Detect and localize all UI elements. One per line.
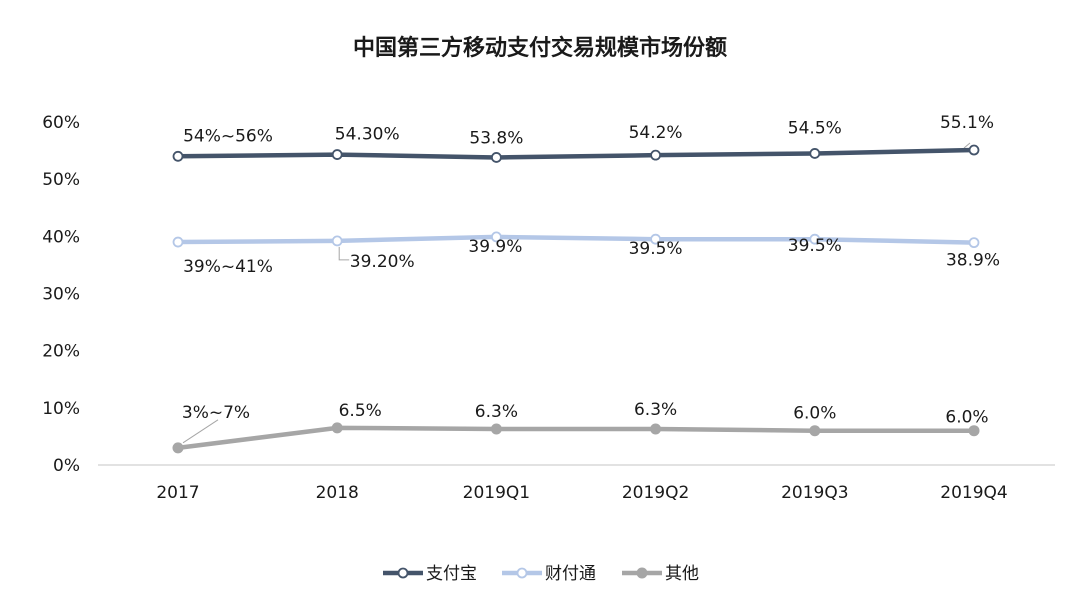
data-label-alipay: 54.2% [629,123,683,143]
data-point-tenpay [172,236,184,248]
label-leader-lines [182,142,971,444]
y-tick-label: 30% [42,285,80,305]
legend-label: 财付通 [545,564,596,584]
data-point-tenpay [809,233,821,245]
data-label-alipay: 54%~56% [183,126,273,146]
data-label-alipay: 53.8% [469,128,523,148]
data-point-alipay [650,149,661,161]
label-leader-line [963,142,971,149]
data-label-other: 6.5% [339,401,382,421]
x-tick-label: 2019Q1 [463,483,530,503]
data-label-alipay: 54.30% [335,125,400,145]
data-point-other [650,423,662,435]
data-point-alipay [331,149,343,160]
legend-item: 财付通 [502,564,596,584]
data-label-other: 6.3% [475,402,518,422]
series-line-other [175,425,977,451]
data-point-alipay [490,152,502,163]
data-point-tenpay [650,233,661,245]
label-leader-line [182,419,219,444]
x-tick-label: 2017 [156,483,199,503]
y-tick-label: 20% [42,342,80,362]
data-label-other: 3%~7% [182,403,250,423]
series-line-alipay [175,147,977,160]
y-tick-label: 0% [53,456,80,476]
legend-label: 其他 [665,564,699,584]
data-label-tenpay: 39.5% [629,239,683,259]
y-tick-label: 50% [42,170,80,190]
y-tick-label: 40% [42,227,80,247]
data-point-other [809,425,821,437]
data-label-other: 6.3% [634,400,677,420]
data-point-other [172,442,184,454]
legend-label: 支付宝 [426,564,477,584]
data-point-alipay [968,144,980,156]
series-group [172,144,980,454]
data-point-tenpay [331,235,343,247]
x-tick-label: 2019Q3 [781,483,848,503]
legend-item: 支付宝 [383,564,477,584]
data-label-tenpay: 38.9% [946,251,1000,271]
series-line-tenpay [175,234,977,245]
data-label-tenpay: 39.9% [468,237,522,257]
data-point-tenpay [490,231,502,243]
data-point-other [331,422,343,434]
data-point-alipay [172,150,184,162]
legend-item: 其他 [622,564,699,584]
x-tick-label: 2018 [316,483,359,503]
x-tick-label: 2019Q2 [622,483,689,503]
data-label-tenpay: 39%~41% [183,257,273,277]
label-leader-line [338,246,350,261]
data-label-other: 6.0% [945,408,988,428]
data-label-alipay: 55.1% [940,113,994,133]
legend-swatch-marker [397,567,409,579]
x-tick-label: 2019Q4 [940,483,1007,503]
y-axis: 0% 10% 20% 30% 40% 50% 60% [42,113,80,476]
data-point-other [490,423,502,435]
legend-swatch-marker [636,567,648,579]
legend: 支付宝 财付通 其他 [383,564,699,584]
data-label-alipay: 54.5% [788,118,842,138]
y-tick-label: 10% [42,399,80,419]
data-labels: 54%~56% 54.30% 53.8% 54.2% 54.5% 55.1% 39%~41%… [182,113,1000,428]
data-point-other [968,425,980,437]
legend-swatch-marker [516,567,528,579]
data-label-tenpay: 39.20% [350,252,415,272]
data-label-tenpay: 39.5% [788,236,842,256]
data-point-tenpay [968,237,980,249]
x-axis: 2017 2018 2019Q1 2019Q2 2019Q3 2019Q4 [156,483,1007,503]
data-label-other: 6.0% [793,404,836,424]
chart-title: 中国第三方移动支付交易规模市场份额 [352,36,727,61]
data-point-alipay [809,148,821,159]
y-tick-label: 60% [42,113,80,133]
